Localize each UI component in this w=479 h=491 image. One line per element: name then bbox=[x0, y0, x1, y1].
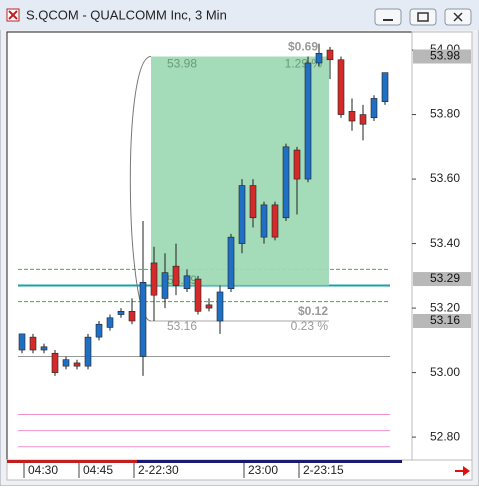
measure-bottom-change: $0.12 bbox=[298, 304, 328, 318]
y-tick-label: 52.80 bbox=[430, 429, 460, 443]
candle-body bbox=[315, 52, 323, 64]
candle-body bbox=[238, 185, 246, 244]
price-label-box bbox=[413, 49, 471, 64]
candle-body bbox=[139, 281, 147, 357]
window-title: S.QCOM - QUALCOMM Inc, 3 Min bbox=[26, 7, 227, 22]
measure-top-change: $0.69 bbox=[288, 40, 318, 54]
price-label: 53.29 bbox=[430, 271, 460, 285]
minimize-icon bbox=[383, 19, 393, 21]
candle-body bbox=[370, 98, 378, 119]
candle-body bbox=[18, 333, 26, 351]
measure-top-pct: 1.29 % bbox=[285, 57, 323, 71]
candle-body bbox=[337, 59, 345, 115]
x-tick-label: 04:45 bbox=[83, 463, 113, 477]
candle-body bbox=[95, 323, 103, 338]
x-tick-label: 04:30 bbox=[28, 463, 58, 477]
x-tick-label: 23:00 bbox=[248, 463, 278, 477]
candle-body bbox=[260, 204, 268, 238]
price-label-box bbox=[413, 272, 471, 287]
candle-body bbox=[51, 352, 59, 373]
time-bar bbox=[7, 460, 402, 463]
price-label: 53.98 bbox=[430, 49, 460, 63]
x-tick-label: 2-23:15 bbox=[303, 463, 344, 477]
candle-body bbox=[359, 114, 367, 125]
scroll-arrow[interactable] bbox=[455, 466, 470, 476]
x-tick-label: 2-22:30 bbox=[138, 463, 179, 477]
candle-body bbox=[271, 204, 279, 238]
price-label-box bbox=[413, 313, 471, 328]
candle-body bbox=[172, 265, 180, 286]
candle-body bbox=[117, 311, 125, 315]
measure-top-price: 53.98 bbox=[167, 57, 197, 71]
candle-body bbox=[282, 146, 290, 219]
candle-body bbox=[293, 149, 301, 180]
app-icon-mark bbox=[8, 10, 18, 20]
candle-body bbox=[348, 111, 356, 122]
candle-body bbox=[304, 62, 312, 180]
candle-body bbox=[249, 185, 257, 219]
candle-body bbox=[183, 275, 191, 290]
candle-body bbox=[205, 304, 213, 309]
y-tick-label: 53.00 bbox=[430, 365, 460, 379]
candle-body bbox=[381, 72, 389, 102]
candle-body bbox=[227, 236, 235, 290]
measure-bottom-pct: 0.23 % bbox=[291, 319, 329, 333]
candle-body bbox=[128, 311, 136, 322]
candle-body bbox=[161, 272, 169, 299]
time-bar-red bbox=[7, 460, 137, 463]
candle-body bbox=[73, 362, 81, 367]
y-tick-label: 53.40 bbox=[430, 236, 460, 250]
candle-body bbox=[216, 291, 224, 322]
candle-body bbox=[150, 262, 158, 296]
y-tick-label: 53.80 bbox=[430, 107, 460, 121]
measure-mid-price: 53.29 bbox=[167, 273, 197, 287]
price-label: 53.16 bbox=[430, 313, 460, 327]
measure-low-price: 53.16 bbox=[167, 319, 197, 333]
y-tick-label: 53.20 bbox=[430, 300, 460, 314]
close-icon bbox=[453, 12, 463, 22]
candle-body bbox=[84, 336, 92, 367]
measure-box bbox=[151, 56, 329, 286]
minimize-button[interactable] bbox=[374, 8, 402, 26]
maximize-icon bbox=[417, 12, 429, 22]
maximize-button[interactable] bbox=[409, 8, 437, 26]
candle-body bbox=[40, 346, 48, 351]
candle-body bbox=[194, 278, 202, 312]
candle-body bbox=[326, 49, 334, 61]
candle-body bbox=[29, 336, 37, 351]
y-tick-label: 53.60 bbox=[430, 171, 460, 185]
candle-body bbox=[106, 317, 114, 328]
candle-body bbox=[62, 359, 70, 367]
